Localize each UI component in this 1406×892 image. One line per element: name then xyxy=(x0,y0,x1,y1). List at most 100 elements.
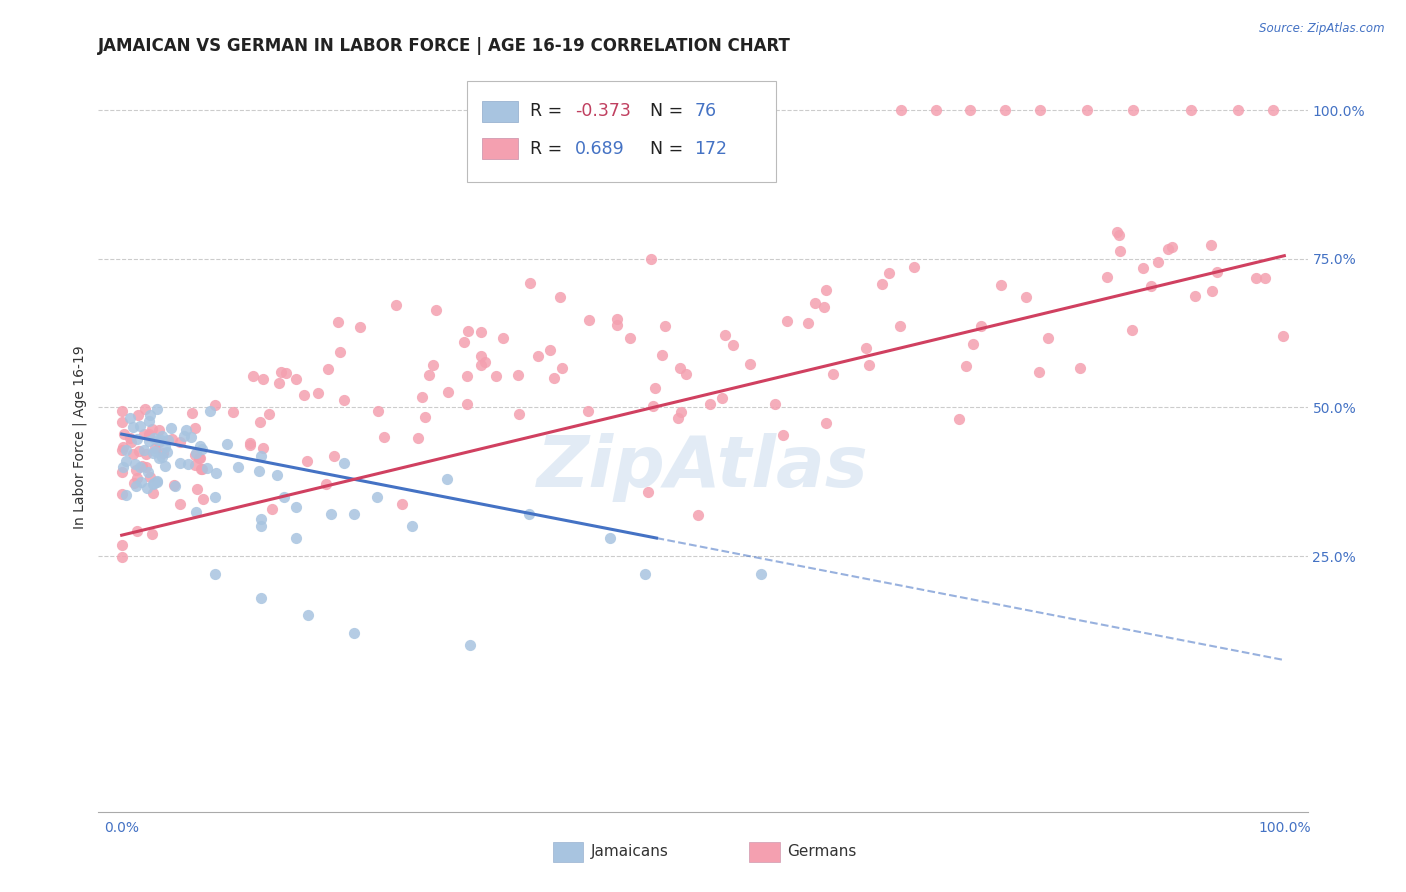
Point xyxy=(457,325,479,339)
Point xyxy=(1121,323,1143,337)
Text: R =: R = xyxy=(530,103,568,120)
Point xyxy=(143,475,166,490)
Point xyxy=(460,638,482,652)
Point xyxy=(924,103,946,117)
Point xyxy=(796,316,818,330)
Point xyxy=(249,415,271,429)
Point xyxy=(955,359,977,373)
Point xyxy=(138,408,160,422)
Point xyxy=(343,508,366,522)
Point xyxy=(1180,103,1202,117)
Point xyxy=(148,434,170,448)
Point xyxy=(111,415,134,429)
Point xyxy=(576,403,599,417)
Point xyxy=(141,527,163,541)
Point xyxy=(250,591,273,605)
Point xyxy=(148,423,170,437)
Point xyxy=(508,368,530,383)
Point xyxy=(184,448,207,462)
Point xyxy=(1201,238,1223,252)
Point xyxy=(889,318,911,333)
Point xyxy=(142,446,165,460)
Point xyxy=(160,433,183,447)
Point xyxy=(1244,271,1267,285)
Point xyxy=(124,479,146,493)
Point xyxy=(1226,103,1249,117)
Point xyxy=(1253,271,1275,285)
Point xyxy=(121,447,143,461)
Point xyxy=(145,402,167,417)
Point xyxy=(858,358,880,372)
Point xyxy=(262,502,284,516)
Point xyxy=(543,371,565,385)
Point xyxy=(138,429,160,443)
Point xyxy=(994,103,1017,117)
Point xyxy=(425,303,447,318)
Point xyxy=(669,404,692,418)
FancyBboxPatch shape xyxy=(467,81,776,182)
Point xyxy=(111,550,134,565)
Point xyxy=(349,320,371,334)
Point xyxy=(959,103,981,117)
Point xyxy=(138,427,160,442)
Point xyxy=(129,460,152,475)
Point xyxy=(252,371,274,385)
Point xyxy=(437,385,460,400)
Point xyxy=(436,472,458,486)
Point xyxy=(643,399,665,413)
Point xyxy=(205,466,228,480)
Point xyxy=(118,431,141,445)
Point xyxy=(250,512,273,526)
Point xyxy=(721,337,744,351)
Point xyxy=(239,435,262,450)
Point xyxy=(640,252,662,266)
Point xyxy=(122,420,145,434)
Point xyxy=(169,435,191,450)
Point xyxy=(145,475,167,490)
Point xyxy=(127,471,149,485)
Point xyxy=(366,490,388,504)
Point xyxy=(115,487,138,501)
Point xyxy=(160,421,183,435)
Point xyxy=(492,331,515,345)
Point xyxy=(1157,242,1180,256)
Point xyxy=(385,298,408,312)
Point xyxy=(187,451,209,466)
Point xyxy=(599,531,621,545)
Point xyxy=(1132,261,1154,276)
Point xyxy=(131,475,153,489)
Text: 0.689: 0.689 xyxy=(575,140,624,158)
Point xyxy=(191,442,214,456)
Point xyxy=(134,402,156,417)
Point xyxy=(329,344,352,359)
Point xyxy=(319,508,342,522)
Point xyxy=(1095,270,1118,285)
Point xyxy=(295,454,318,468)
Point xyxy=(142,486,165,500)
Point xyxy=(315,477,337,491)
Point xyxy=(415,410,437,425)
Point xyxy=(204,566,226,581)
Point xyxy=(132,443,155,458)
Point xyxy=(453,334,475,349)
Point xyxy=(666,411,689,425)
Point xyxy=(118,411,141,425)
Point xyxy=(606,312,628,326)
Point xyxy=(180,430,202,444)
Point xyxy=(134,427,156,442)
Text: 76: 76 xyxy=(695,103,717,120)
Point xyxy=(1184,289,1206,303)
Point xyxy=(391,497,413,511)
Point xyxy=(1201,284,1223,298)
Point xyxy=(143,441,166,455)
Point xyxy=(188,450,211,465)
Point xyxy=(122,475,145,490)
Point xyxy=(131,458,153,473)
Point xyxy=(239,438,262,452)
Point xyxy=(651,348,673,362)
Point xyxy=(148,450,170,465)
Point xyxy=(318,361,340,376)
Point xyxy=(1108,227,1130,242)
Point xyxy=(156,444,179,458)
Point xyxy=(814,416,837,430)
